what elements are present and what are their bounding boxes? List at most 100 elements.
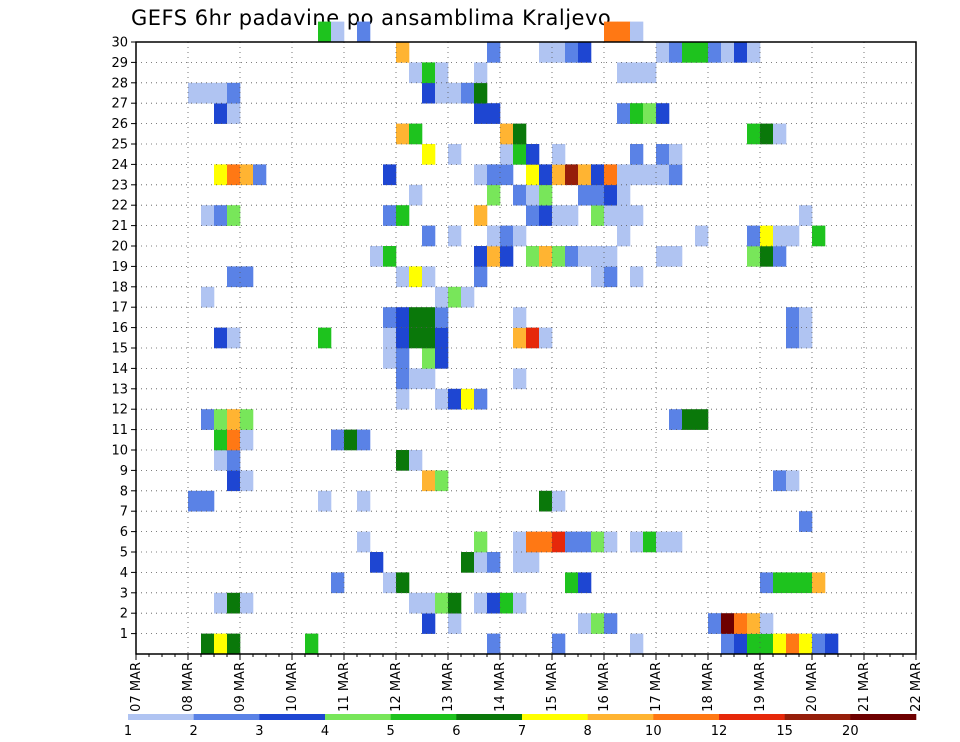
x-axis: 07 MAR 08 MAR 09 MAR 10 MAR 11 MAR 12 MAR 13 M…: [129, 654, 924, 712]
x-tick-label: 13 MAR: [441, 662, 456, 712]
heatmap-cell: [526, 184, 540, 206]
colorbar-label: 4: [321, 724, 329, 739]
heatmap-cell: [474, 266, 488, 288]
heatmap-cell: [760, 633, 774, 655]
heatmap-cell: [487, 592, 501, 614]
heatmap-cell: [747, 613, 761, 634]
heatmap-cell: [474, 62, 488, 84]
heatmap-cell: [500, 144, 514, 165]
heatmap-cell: [565, 531, 579, 553]
heatmap-cell: [591, 613, 605, 634]
heatmap-cell: [591, 246, 605, 267]
y-tick-label: 24: [111, 158, 128, 173]
heatmap-cell: [214, 164, 228, 186]
x-tick-label: 14 MAR: [493, 662, 508, 712]
heatmap-cell: [669, 164, 683, 186]
heatmap-cell: [539, 205, 553, 226]
heatmap-cell: [539, 327, 553, 349]
y-tick-label: 21: [111, 219, 128, 234]
heatmap-cell: [214, 450, 228, 471]
colorbar-label: 15: [776, 724, 793, 739]
heatmap-cell: [552, 205, 566, 226]
heatmap-cell: [578, 246, 592, 267]
heatmap-cell: [214, 633, 228, 655]
heatmap-cell: [435, 82, 449, 104]
heatmap-cell: [591, 184, 605, 206]
heatmap-cell: [474, 205, 488, 226]
heatmap-cell: [318, 490, 332, 512]
heatmap-cell: [214, 409, 228, 430]
heatmap-cell: [240, 266, 254, 288]
heatmap-cell: [422, 368, 436, 390]
heatmap-cell: [188, 82, 202, 104]
heatmap-cell: [669, 246, 683, 267]
heatmap-cell: [422, 225, 436, 247]
heatmap-cell: [578, 42, 592, 63]
heatmap-cell: [435, 307, 449, 328]
heatmap-cell: [747, 123, 761, 145]
heatmap-cell: [695, 225, 709, 247]
heatmap-cell: [409, 592, 423, 614]
heatmap-cell: [201, 286, 215, 308]
heatmap-cell: [201, 633, 215, 655]
heatmap-cells: [188, 21, 839, 655]
heatmap-cell: [526, 164, 540, 186]
x-tick-label: 22 MAR: [909, 662, 924, 712]
colorbar-segment: [390, 714, 457, 720]
heatmap-cell: [474, 592, 488, 614]
x-tick-label: 07 MAR: [129, 662, 144, 712]
heatmap-cell: [318, 327, 332, 349]
heatmap-cell: [773, 470, 787, 492]
y-tick-label: 11: [111, 423, 128, 438]
heatmap-cell: [435, 348, 449, 369]
heatmap-cell: [799, 327, 813, 349]
heatmap-cell: [565, 246, 579, 267]
heatmap-cell: [383, 307, 397, 328]
heatmap-cell: [656, 42, 670, 63]
heatmap-cell: [422, 470, 436, 492]
heatmap-cell: [565, 205, 579, 226]
y-tick-label: 19: [111, 260, 128, 275]
y-tick-label: 23: [111, 178, 128, 193]
y-tick-label: 14: [111, 362, 128, 377]
heatmap-cell: [396, 205, 410, 226]
heatmap-cell: [500, 123, 514, 145]
heatmap-cell: [682, 409, 696, 430]
x-tick-label: 08 MAR: [181, 662, 196, 712]
heatmap-cell: [435, 62, 449, 84]
heatmap-cell: [227, 592, 241, 614]
heatmap-cell: [591, 531, 605, 553]
heatmap-cell: [578, 184, 592, 206]
heatmap-cell: [630, 205, 644, 226]
heatmap-cell: [539, 164, 553, 186]
heatmap-cell: [799, 633, 813, 655]
heatmap-cell: [357, 531, 371, 553]
heatmap-cell: [565, 572, 579, 594]
heatmap-cell: [500, 246, 514, 267]
heatmap-cell: [773, 572, 787, 594]
x-tick-label: 18 MAR: [701, 662, 716, 712]
colorbar-segment: [193, 714, 260, 720]
y-tick-label: 3: [120, 586, 128, 601]
heatmap-cell: [214, 103, 228, 124]
heatmap-cell: [604, 21, 618, 43]
heatmap-cell: [682, 42, 696, 63]
heatmap-cell: [552, 164, 566, 186]
heatmap-cell: [240, 470, 254, 492]
x-tick-label: 10 MAR: [285, 662, 300, 712]
heatmap-cell: [669, 531, 683, 553]
colorbar-label: 10: [645, 724, 662, 739]
heatmap-cell: [630, 266, 644, 288]
heatmap-cell: [461, 388, 475, 410]
heatmap-cell: [227, 327, 241, 349]
heatmap-cell: [526, 327, 540, 349]
heatmap-cell: [448, 613, 462, 634]
heatmap-cell: [409, 327, 423, 349]
heatmap-cell: [448, 82, 462, 104]
heatmap-cell: [435, 327, 449, 349]
colorbar-segment: [653, 714, 720, 720]
colorbar-label: 6: [452, 724, 460, 739]
heatmap-cell: [500, 164, 514, 186]
heatmap-cell: [591, 205, 605, 226]
heatmap-cell: [526, 531, 540, 553]
